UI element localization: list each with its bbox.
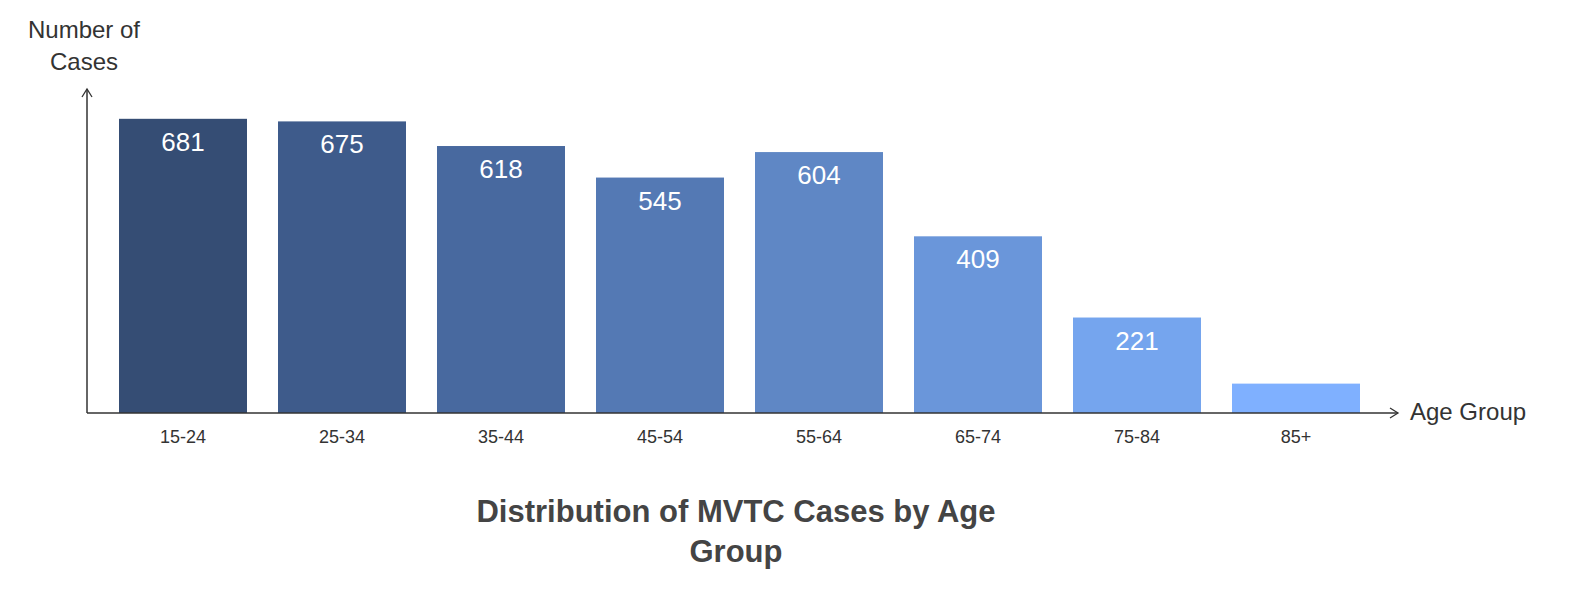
data-label: 221 [1115,326,1158,356]
data-label: 409 [956,244,999,274]
bars [119,119,1360,413]
y-axis-label: Number of Cases [14,14,154,78]
bar [437,146,565,413]
x-axis [87,412,1398,414]
x-tick-label: 65-74 [955,427,1001,447]
y-axis-arrow [82,89,92,97]
bar [119,119,247,413]
x-axis-label: Age Group [1410,398,1526,426]
data-label: 545 [638,186,681,216]
data-labels: 681 675 618 545 604 409 221 [161,127,1158,356]
bar [596,178,724,413]
x-tick-label: 35-44 [478,427,524,447]
data-label: 675 [320,129,363,159]
bar [755,152,883,413]
x-tick-label: 75-84 [1114,427,1160,447]
x-tick-label: 85+ [1281,427,1312,447]
data-label: 681 [161,127,204,157]
data-label: 618 [479,154,522,184]
y-axis [86,89,88,413]
title: Distribution of MVTC Cases by Age Group [476,492,996,572]
x-ticks: 15-24 25-34 35-44 45-54 55-64 65-74 75-84 85+ [160,427,1311,447]
bar [1073,318,1201,413]
x-tick-label: 45-54 [637,427,683,447]
data-label: 604 [797,160,840,190]
x-tick-label: 25-34 [319,427,365,447]
bar [278,121,406,413]
bar [914,236,1042,413]
bar [1232,384,1360,413]
x-tick-label: 15-24 [160,427,206,447]
x-axis-arrow [1390,408,1398,418]
x-tick-label: 55-64 [796,427,842,447]
